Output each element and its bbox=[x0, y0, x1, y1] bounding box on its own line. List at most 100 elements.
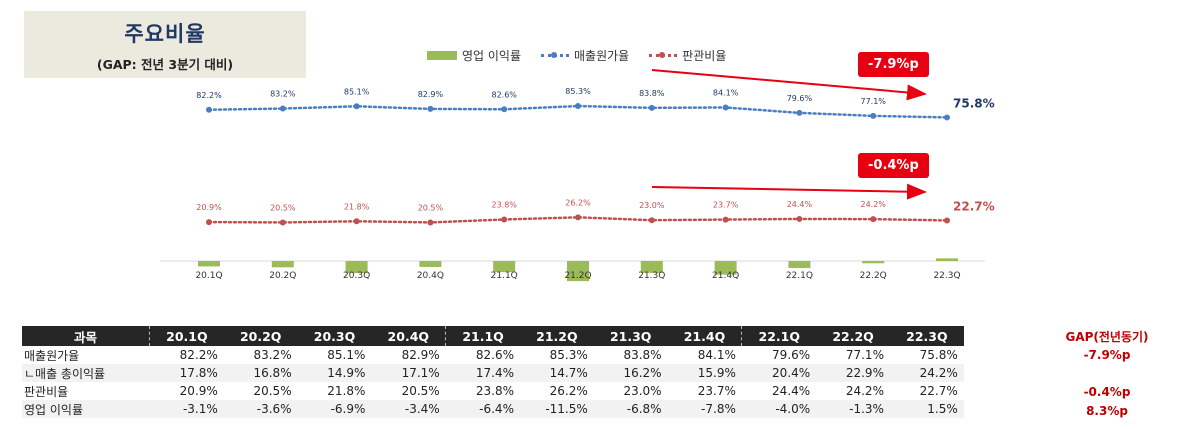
sga-data-label: 24.2% bbox=[860, 200, 886, 209]
legend-label-cogs: 매출원가율 bbox=[574, 49, 630, 63]
op-margin-bar bbox=[788, 261, 811, 268]
ratio-chart: 20.1Q 20.2Q 20.3Q 20.4Q 21.1Q 21.2Q 21.3Q 21.4Q… bbox=[160, 69, 995, 282]
x-tick-label: 21.2Q bbox=[564, 271, 591, 281]
op-margin-bar bbox=[345, 261, 368, 274]
table-cell: 79.6% bbox=[772, 348, 811, 362]
table-row: 영업 이익률 -3.1% -3.6% -6.9% -3.4% -6.4% -11.5% -6.… bbox=[22, 400, 964, 418]
table-cell: 14.9% bbox=[297, 364, 372, 382]
cogs-point bbox=[796, 109, 803, 116]
table-cell: 20.5% bbox=[253, 384, 292, 398]
table-cell: 83.8% bbox=[623, 348, 662, 362]
row-label: 영업 이익률 bbox=[22, 400, 150, 418]
sga-data-label: 20.5% bbox=[418, 203, 444, 212]
cogs-point bbox=[427, 105, 434, 112]
table-cell: 85.1% bbox=[327, 348, 366, 362]
op-margin-bar bbox=[493, 261, 516, 273]
cogs-data-label: 83.8% bbox=[639, 89, 665, 98]
table-cell: 20.9% bbox=[179, 384, 218, 398]
sga-data-label: 24.4% bbox=[787, 200, 813, 209]
cogs-point bbox=[501, 106, 508, 113]
sga-data-label: 20.5% bbox=[270, 203, 296, 212]
cogs-point bbox=[279, 105, 286, 112]
legend-line-swatch-blue bbox=[541, 52, 570, 58]
cogs-data-label: 85.1% bbox=[344, 87, 370, 96]
table-cell: 82.9% bbox=[401, 348, 440, 362]
cogs-point bbox=[722, 104, 729, 111]
table-cell: 75.8% bbox=[919, 348, 958, 362]
cogs-data-label: 82.6% bbox=[491, 90, 517, 99]
sga-data-label: 23.8% bbox=[491, 200, 517, 209]
cogs-gap-arrow bbox=[651, 69, 927, 101]
sga-point bbox=[870, 216, 877, 223]
table-header-quarter: 20.2Q bbox=[223, 326, 298, 346]
cogs-point bbox=[648, 104, 655, 111]
op-margin-bar bbox=[419, 261, 442, 267]
table-cell: 24.2% bbox=[845, 384, 884, 398]
page-title: 주요비율 bbox=[124, 22, 206, 46]
op-margin-bar bbox=[198, 261, 220, 267]
table-cell: 84.1% bbox=[697, 348, 736, 362]
table-header-quarter: 21.2Q bbox=[519, 326, 594, 346]
cogs-data-label: 75.8% bbox=[953, 96, 995, 110]
page-subtitle: (GAP: 전년 3분기 대비) bbox=[96, 57, 234, 72]
sga-point bbox=[353, 218, 360, 225]
table-cell: -11.5% bbox=[519, 400, 594, 418]
cogs-point bbox=[206, 106, 212, 113]
cogs-data-label: 84.1% bbox=[713, 88, 739, 97]
op-margin-bar bbox=[567, 261, 589, 282]
sga-data-label: 21.8% bbox=[344, 202, 370, 211]
x-tick-label: 21.4Q bbox=[712, 271, 739, 281]
x-tick-label: 20.4Q bbox=[417, 271, 444, 281]
sga-point bbox=[648, 217, 655, 224]
sga-point bbox=[279, 219, 286, 226]
legend-item-cogs: 매출원가율 bbox=[541, 47, 629, 64]
op-margin-bar bbox=[271, 261, 294, 268]
table-header-quarter: 20.3Q bbox=[297, 326, 372, 346]
sga-gap-badge: -0.4%p bbox=[858, 153, 929, 178]
table-cell: 16.2% bbox=[593, 364, 668, 382]
table-cell: 17.1% bbox=[371, 364, 446, 382]
sga-point bbox=[206, 219, 212, 226]
table-row: ㄴ매출 총이익률 17.8% 16.8% 14.9% 17.1% 17.4% 14.7% 16… bbox=[22, 364, 964, 382]
sga-point bbox=[427, 219, 434, 226]
table-header-quarter: 22.3Q bbox=[889, 326, 964, 346]
row-label: 판관비율 bbox=[24, 384, 69, 399]
sga-data-label: 23.0% bbox=[639, 201, 665, 210]
op-margin-bar bbox=[640, 261, 663, 273]
x-tick-label: 20.1Q bbox=[195, 271, 222, 281]
table-cell: 22.9% bbox=[816, 364, 890, 382]
gap-value: -0.4%p bbox=[1083, 385, 1131, 399]
table-cell: 20.5% bbox=[401, 384, 440, 398]
sga-gap-arrow bbox=[651, 183, 927, 200]
table-cell: -6.8% bbox=[593, 400, 668, 418]
table-cell: 22.7% bbox=[919, 384, 958, 398]
x-tick-label: 22.2Q bbox=[860, 271, 887, 281]
table-cell: -4.0% bbox=[741, 400, 817, 418]
cogs-point bbox=[575, 103, 581, 110]
cogs-point bbox=[870, 112, 877, 119]
table-cell: 17.4% bbox=[445, 364, 520, 382]
table-cell: 1.5% bbox=[889, 400, 964, 418]
table-cell: -3.6% bbox=[223, 400, 298, 418]
title-box: 주요비율 (GAP: 전년 3분기 대비) bbox=[24, 11, 306, 78]
x-tick-label: 22.1Q bbox=[786, 271, 813, 281]
cogs-point bbox=[944, 114, 950, 121]
sga-point bbox=[796, 215, 803, 222]
table-cell: 17.8% bbox=[149, 364, 224, 382]
legend-line-swatch-red bbox=[649, 52, 678, 58]
table-cell: -3.4% bbox=[371, 400, 446, 418]
x-tick-label: 20.2Q bbox=[269, 271, 296, 281]
table-cell: -1.3% bbox=[816, 400, 890, 418]
table-cell: 16.8% bbox=[223, 364, 298, 382]
gap-value: -7.9%p bbox=[1083, 348, 1131, 362]
table-cell: -7.8% bbox=[667, 400, 742, 418]
gap-header: GAP(전년동기) bbox=[1065, 330, 1149, 344]
table-row: 매출원가율 82.2% 83.2% 85.1% 82.9% 82.6% 85.3% 83.8%… bbox=[22, 346, 964, 364]
op-margin-bar bbox=[936, 258, 958, 261]
row-label: 매출원가율 bbox=[24, 348, 80, 363]
x-tick-label: 21.3Q bbox=[638, 271, 665, 281]
op-margin-bar bbox=[862, 261, 885, 264]
x-tick-label: 20.3Q bbox=[343, 271, 370, 281]
cogs-data-label: 79.6% bbox=[787, 94, 813, 103]
table-header-row: 과목 20.1Q 20.2Q 20.3Q 20.4Q 21.1Q 21.2Q 21.3Q 21… bbox=[22, 326, 964, 346]
